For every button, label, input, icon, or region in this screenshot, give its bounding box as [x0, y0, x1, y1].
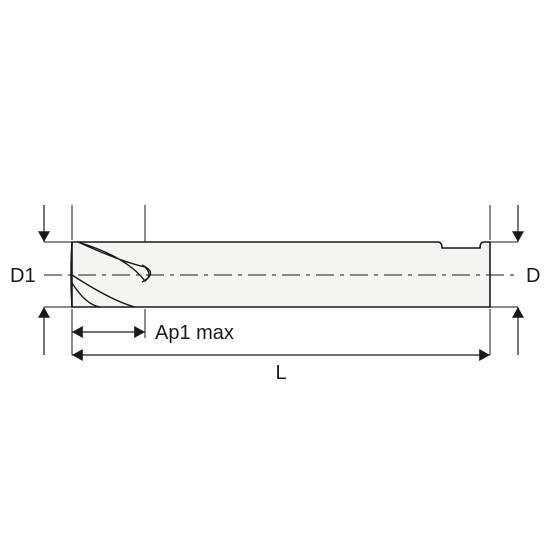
- Ap1-label: Ap1 max: [155, 322, 234, 344]
- L-label: L: [275, 362, 286, 384]
- D-label: D: [526, 265, 540, 287]
- D1-label: D1: [10, 265, 36, 287]
